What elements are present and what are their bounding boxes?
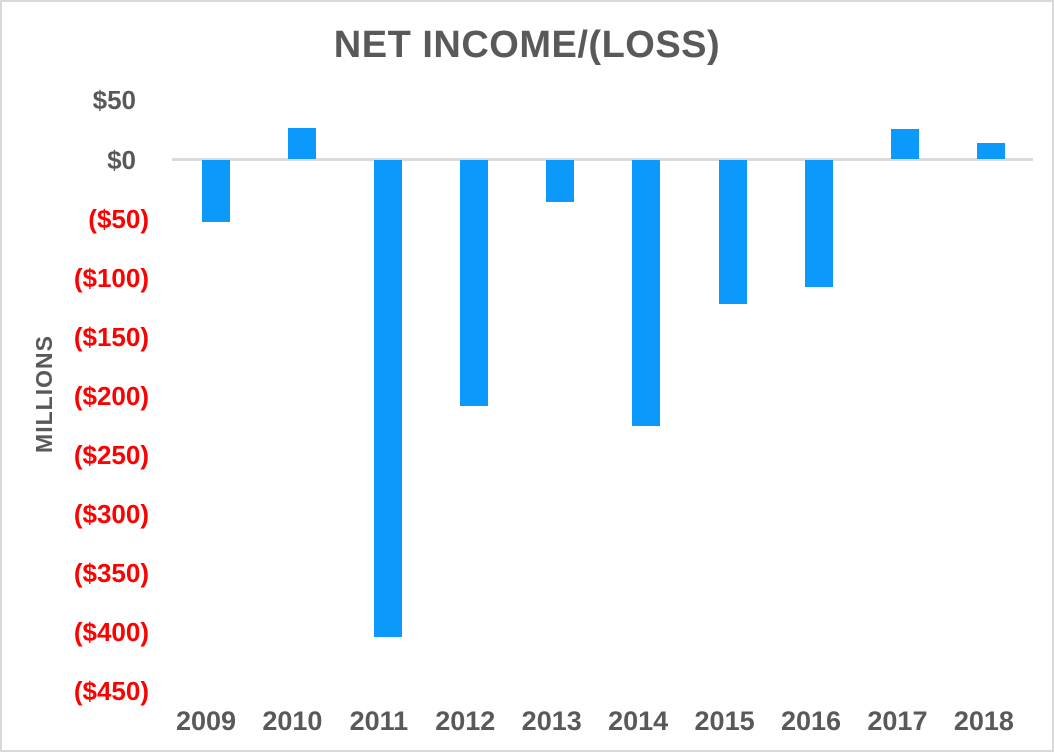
x-tick-label-2009: 2009 xyxy=(175,706,237,736)
y-tick-label--250: ($250) xyxy=(73,439,149,470)
y-tick-label--150: ($150) xyxy=(73,321,149,352)
bar-2017 xyxy=(890,128,919,160)
y-tick-label--350: ($350) xyxy=(73,557,149,588)
chart-title: NET INCOME/(LOSS) xyxy=(333,24,721,66)
y-tick-label--400: ($400) xyxy=(73,616,149,647)
x-tick-label-2014: 2014 xyxy=(608,706,669,736)
x-tick-label-2016: 2016 xyxy=(780,706,842,736)
x-tick-label-2013: 2013 xyxy=(521,706,582,736)
bar-2009 xyxy=(201,159,230,223)
zero-axis-line xyxy=(172,158,1033,161)
y-tick-label--100: ($100) xyxy=(73,262,149,293)
bar-2010 xyxy=(287,127,316,160)
bar-2018 xyxy=(976,142,1005,160)
x-tick-label-2018: 2018 xyxy=(953,706,1014,736)
y-tick-label--450: ($450) xyxy=(73,675,149,706)
y-tick-label--200: ($200) xyxy=(73,380,149,411)
y-tick-label-50: $50 xyxy=(92,85,136,116)
x-tick-label-2010: 2010 xyxy=(262,706,323,736)
y-tick-label--300: ($300) xyxy=(73,498,149,529)
x-tick-label-2015: 2015 xyxy=(694,706,755,736)
x-tick-label-2017: 2017 xyxy=(867,706,928,736)
y-tick-label--50: ($50) xyxy=(88,203,149,234)
bar-2013 xyxy=(546,159,575,203)
bar-2015 xyxy=(718,159,747,304)
bar-2016 xyxy=(804,159,833,288)
x-tick-label-2012: 2012 xyxy=(435,706,496,736)
bar-2014 xyxy=(632,159,661,427)
x-tick-label-2011: 2011 xyxy=(349,706,409,736)
y-tick-label-0: $0 xyxy=(107,144,136,175)
bar-2011 xyxy=(373,159,402,637)
bar-2012 xyxy=(460,159,489,407)
